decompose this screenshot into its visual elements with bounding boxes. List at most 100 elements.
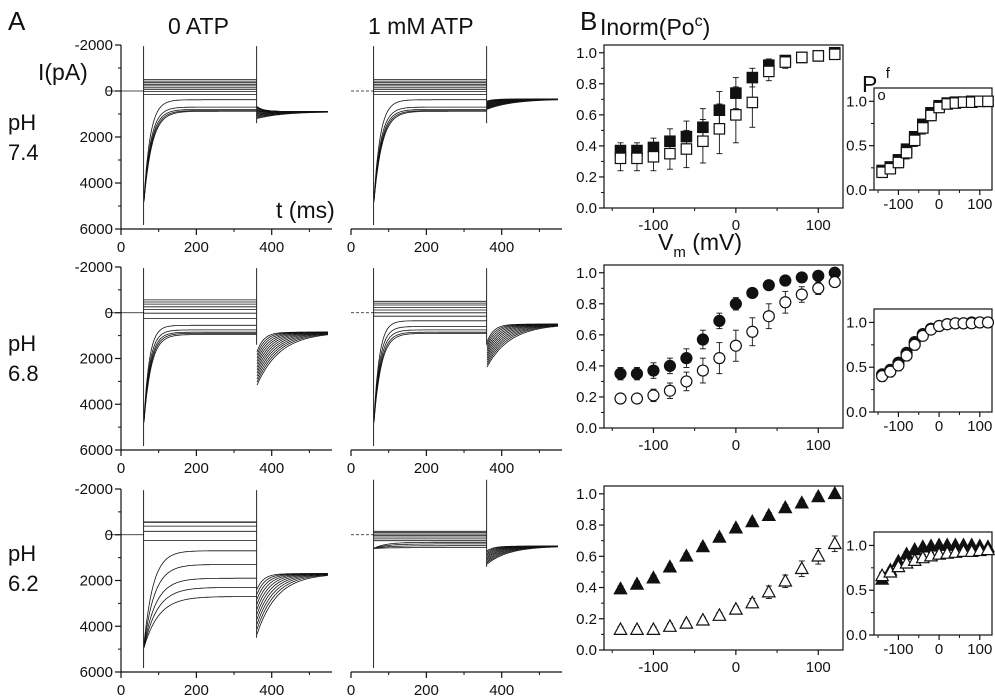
y-tick-label: 1.0 (576, 486, 597, 503)
x-tick-label: 100 (806, 217, 831, 234)
plot-frame (603, 485, 844, 651)
row-label-ph74-line1: pH (8, 110, 36, 135)
data-marker-triangle (679, 615, 694, 629)
plot-frame (603, 264, 844, 429)
row-label-ph62-line2: 6.2 (8, 571, 39, 596)
data-marker-triangle (980, 541, 995, 556)
data-marker-circle (828, 275, 841, 289)
current-sweep (143, 334, 257, 423)
current-sweep (143, 324, 257, 421)
data-marker-circle (680, 375, 693, 388)
data-marker-circle (812, 269, 825, 282)
data-marker-square (730, 109, 742, 121)
tail-current-sweep (256, 574, 328, 625)
panel-label-b: B (580, 6, 597, 36)
data-marker-square (892, 156, 905, 169)
current-tick-label: 0 (105, 83, 113, 100)
current-sweep (373, 109, 487, 202)
current-sweep (373, 326, 487, 421)
y-tick-label: 0.0 (846, 627, 867, 644)
vm-label-sub: m (673, 244, 686, 261)
x-tick-label: 0 (935, 641, 943, 658)
x-tick-label: 100 (967, 418, 992, 435)
inorm-label-sup: c (695, 13, 703, 30)
data-marker-triangle (662, 559, 678, 573)
tail-current-sweep (256, 573, 328, 600)
current-sweep (143, 106, 257, 201)
data-marker-triangle (794, 495, 810, 509)
current-tick-label: 4000 (80, 175, 113, 192)
time-tick-label: 200 (184, 460, 209, 477)
pof-axis-label: Pof (862, 65, 891, 104)
data-marker-triangle (695, 612, 711, 626)
data-marker-square (795, 51, 808, 64)
tail-current-sweep (256, 332, 328, 374)
data-marker-triangle (761, 507, 777, 522)
data-marker-circle (696, 333, 709, 346)
data-marker-circle (892, 359, 905, 372)
inorm-axis-label: Inorm(Poc) (600, 13, 710, 40)
current-sweep (373, 106, 487, 201)
y-tick-label: 0.4 (576, 580, 597, 597)
current-sweep (373, 99, 487, 200)
data-marker-triangle (646, 570, 661, 584)
current-sweep (373, 331, 487, 423)
current-sweep (143, 331, 257, 422)
data-marker-square (828, 48, 841, 61)
time-tick-label: 0 (347, 239, 355, 256)
current-sweep (143, 550, 257, 646)
inorm-plot-ph68: 0.0 0.2 0.4 0.6 0.8 1.0 -100 0 100 (576, 264, 844, 454)
data-marker-circle (680, 352, 693, 365)
data-marker-square (884, 162, 897, 175)
x-tick-label: -100 (638, 217, 668, 234)
x-tick-label: 100 (806, 437, 831, 454)
data-marker-circle (746, 325, 759, 338)
tail-current-sweep (256, 334, 328, 386)
data-marker-triangle (728, 520, 744, 534)
current-sweep (373, 329, 487, 422)
data-marker-circle (916, 329, 929, 342)
tail-current-sweep (486, 546, 558, 565)
current-sweep (373, 320, 487, 421)
data-marker-triangle (679, 548, 694, 562)
y-tick-label: 0.2 (576, 389, 597, 406)
data-marker-circle (614, 392, 627, 405)
row-label-ph74-line2: 7.4 (8, 140, 39, 165)
tail-current-sweep (486, 325, 558, 368)
y-tick-label: 0.8 (576, 76, 597, 93)
y-tick-label: 0.6 (576, 327, 597, 344)
current-sweep (373, 547, 487, 549)
data-marker-square (763, 65, 775, 78)
data-marker-circle (762, 279, 775, 292)
current-sweep (373, 332, 487, 423)
current-sweep (373, 543, 487, 549)
data-marker-circle (762, 310, 775, 323)
data-marker-triangle (778, 499, 793, 514)
data-marker-square (647, 150, 660, 163)
data-marker-square (631, 152, 643, 165)
current-tick-label: -2000 (75, 481, 113, 498)
data-marker-square (908, 134, 921, 147)
y-tick-label: 0.0 (846, 404, 867, 421)
data-marker-triangle (629, 576, 645, 590)
time-tick-label: 400 (259, 239, 284, 256)
current-tick-label: 0 (105, 527, 113, 544)
data-marker-square (713, 104, 726, 116)
y-tick-label: 0.4 (576, 358, 597, 375)
plot-frame (873, 308, 993, 413)
data-marker-triangle (629, 621, 645, 636)
data-marker-circle (713, 352, 726, 365)
y-tick-label: 0.5 (846, 138, 867, 155)
y-tick-label: 0.6 (576, 548, 597, 565)
data-marker-circle (779, 296, 792, 309)
data-marker-circle (795, 288, 808, 301)
current-sweep (143, 99, 257, 200)
y-tick-label: 0.0 (846, 182, 867, 199)
data-marker-circle (696, 364, 709, 377)
data-marker-circle (812, 282, 825, 295)
inorm-label-close: ) (703, 14, 711, 40)
data-marker-square (664, 135, 676, 148)
x-tick-label: 100 (967, 641, 992, 658)
data-marker-triangle (811, 488, 826, 503)
